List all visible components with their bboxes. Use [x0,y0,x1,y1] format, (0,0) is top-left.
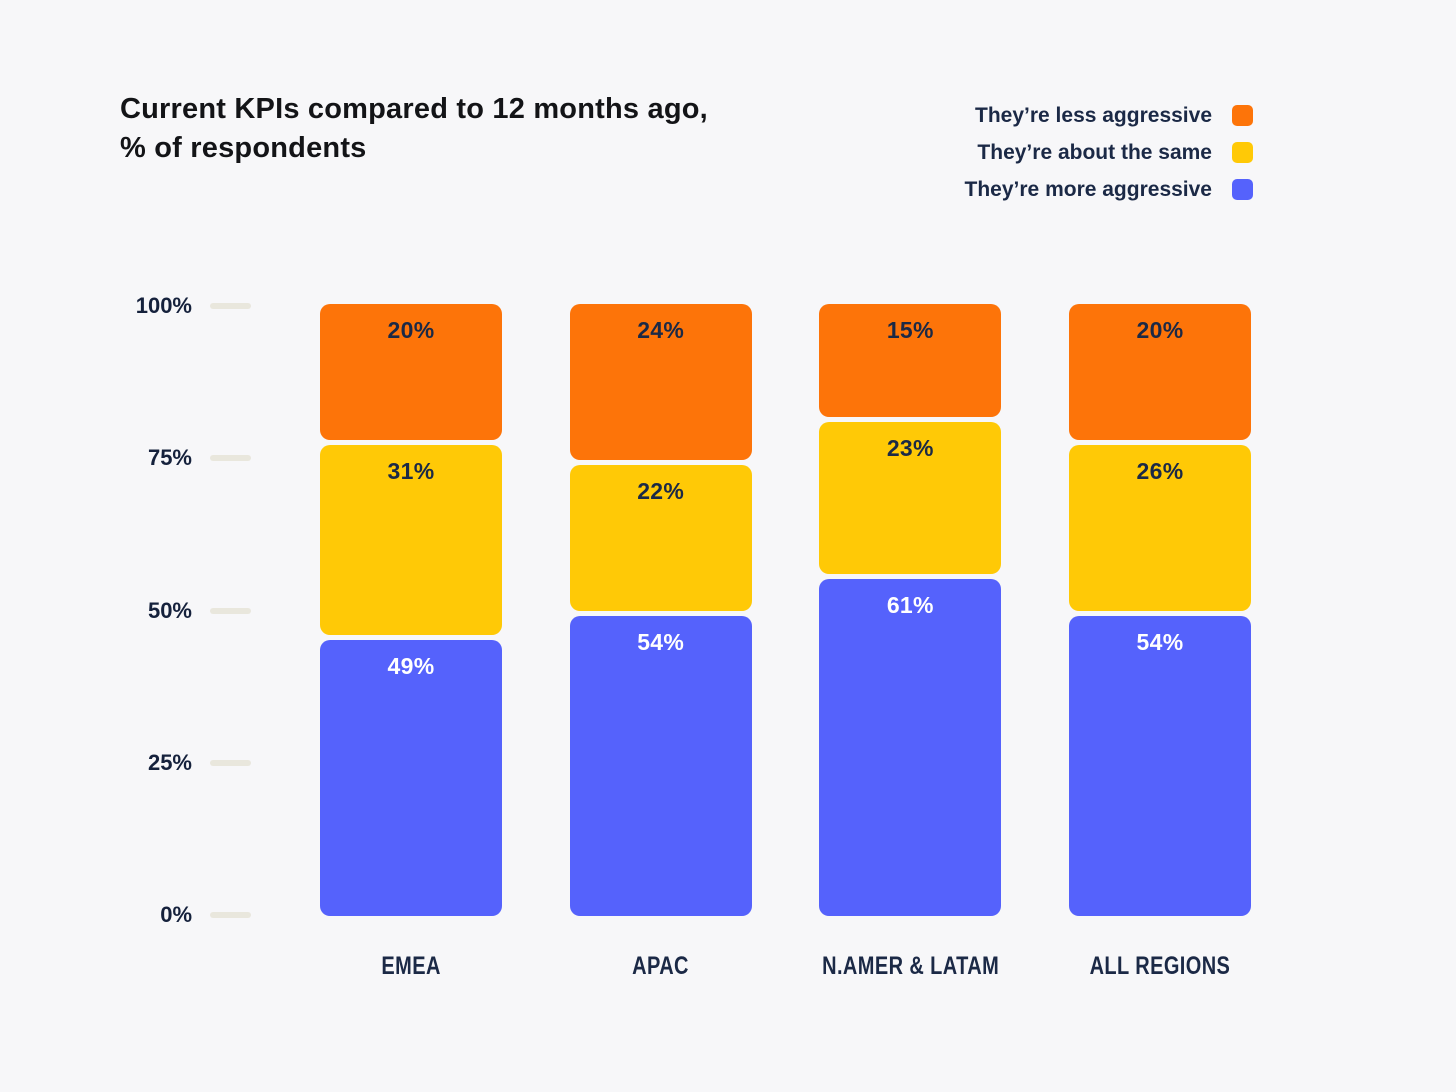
bar-segment-value: 54% [637,628,685,655]
bar-segment: 61% [819,579,1002,916]
bar-segment: 22% [569,464,752,611]
bar-segment-value: 15% [886,317,934,343]
y-tick-label: 50% [147,597,192,623]
legend-swatch [1232,179,1253,200]
bar-segment-value: 24% [637,317,685,343]
y-tick-dash [210,759,251,766]
bar-segment: 26% [1069,445,1251,611]
legend-item-label: They’re less aggressive [975,103,1212,127]
bar-segment-value: 31% [387,458,435,485]
category-label-text: ALL REGIONS [1089,952,1231,980]
category-label: N.AMER & LATAM [819,952,1001,981]
legend-item: They’re more aggressive [965,177,1253,202]
category-label: APAC [570,952,752,981]
y-tick-dash [210,607,251,614]
category-label-text: EMEA [381,952,441,980]
bar-segment-value: 54% [1136,628,1184,655]
bar-segment: 20% [320,304,502,441]
bar-segment: 23% [819,422,1002,575]
bar-segment-value: 26% [1136,458,1184,485]
bar-segment-value: 20% [387,317,435,343]
legend-swatch [1232,142,1253,163]
bar-segment-value: 49% [387,652,435,679]
chart-title-line1: Current KPIs compared to 12 months ago, [120,93,708,125]
bar-segment: 31% [320,445,502,635]
legend: They’re less aggressive They’re about the… [965,103,1253,202]
legend-item-label: They’re more aggressive [964,177,1212,201]
category-label: EMEA [320,952,502,981]
category-label: ALL REGIONS [1069,952,1251,981]
category-label-text: N.AMER & LATAM [821,952,999,980]
y-tick-label: 100% [135,293,192,318]
bar-segment-value: 61% [886,592,934,619]
bar-segment-value: 23% [886,435,934,462]
bar-segment-value: 22% [637,477,685,504]
legend-item-label: They’re about the same [977,140,1212,164]
y-tick-dash [210,303,251,309]
y-tick-dash [210,455,251,462]
bar-segment: 15% [819,304,1002,418]
bar-segment: 20% [1069,304,1251,441]
y-tick-dash [210,912,251,918]
y-tick-label: 25% [147,749,192,775]
bar-column: 20% 26% 54% ALL REGIONS [1069,304,1251,980]
chart-title: Current KPIs compared to 12 months ago, … [120,90,708,168]
legend-swatch [1232,105,1253,126]
legend-item: They’re about the same [965,140,1253,165]
bar-segment: 54% [1069,615,1251,916]
bar-column: 15% 23% 61% N.AMER & LATAM [819,304,1002,980]
y-tick-label: 75% [147,445,192,471]
bar-column: 20% 31% 49% EMEA [320,304,502,980]
bar-segment: 54% [569,615,752,917]
bar-segment: 49% [320,639,502,917]
legend-item: They’re less aggressive [965,103,1253,128]
chart-title-line2: % of respondents [120,132,367,164]
category-label-text: APAC [632,952,690,980]
bar-segment: 24% [569,304,752,460]
y-tick-label: 0% [160,902,192,927]
bar-segment-value: 20% [1136,317,1184,343]
bar-column: 24% 22% 54% APAC [569,304,752,980]
